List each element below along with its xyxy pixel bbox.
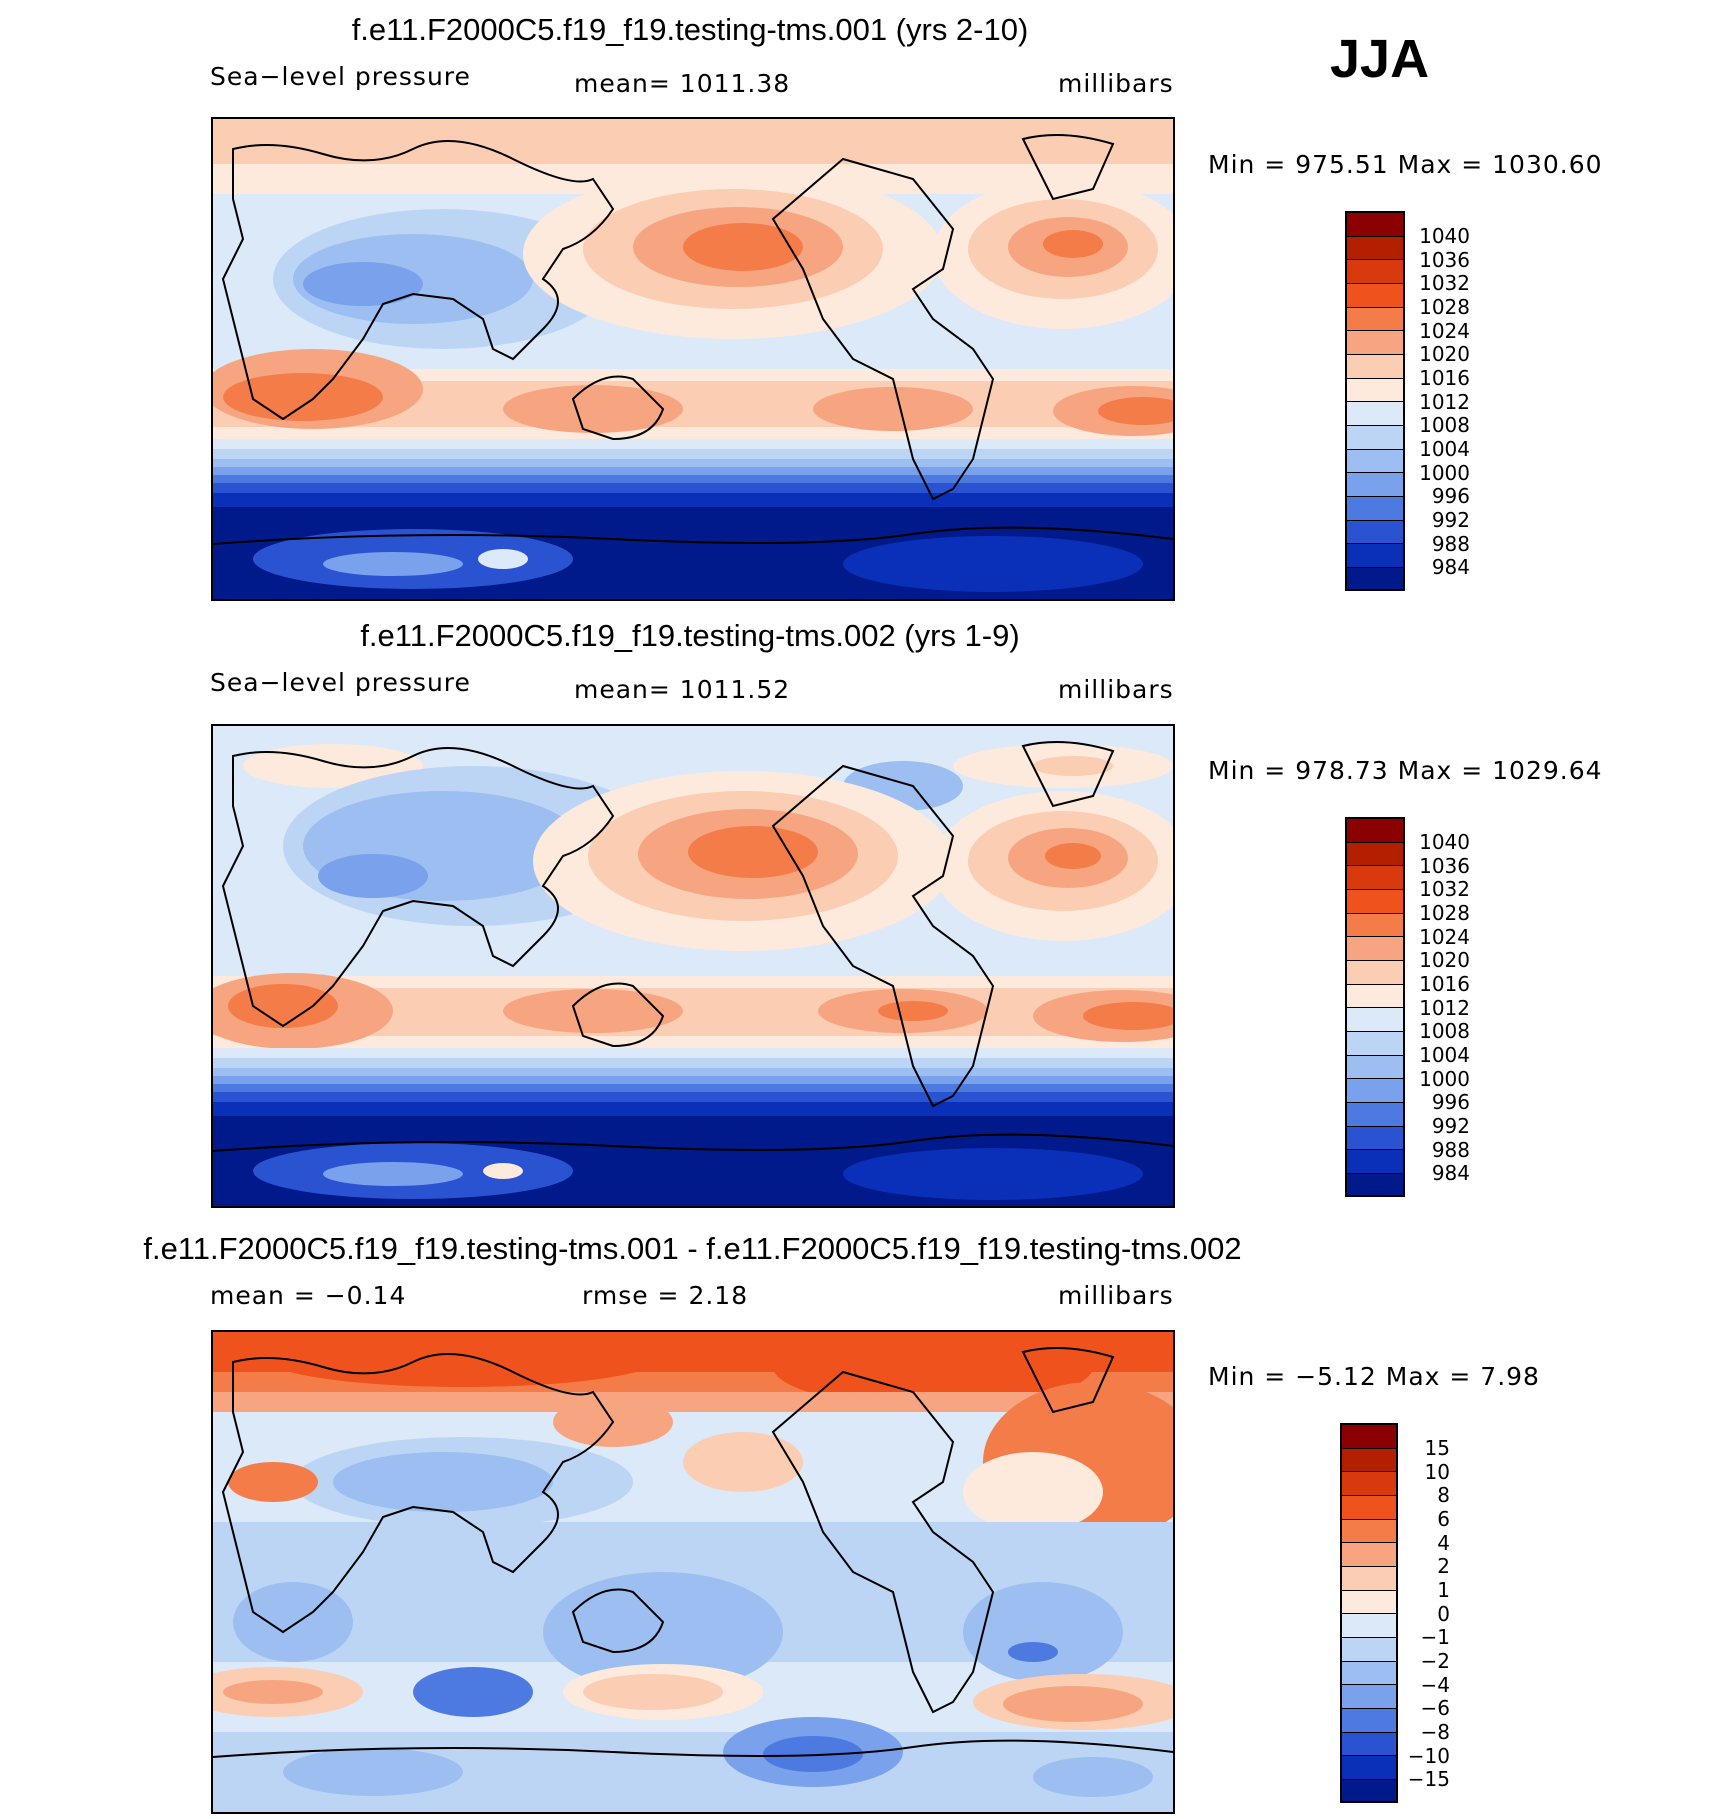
slp-contour-field [213, 726, 1173, 1206]
cb2-tick: 1024 [1419, 925, 1470, 949]
cb2-tick: 1036 [1419, 854, 1470, 878]
cb2-tick: 1016 [1419, 972, 1470, 996]
slp-difference-field [213, 1332, 1173, 1812]
cb2-tick: 1000 [1419, 1067, 1470, 1091]
cb1-tick: 1040 [1419, 224, 1470, 248]
panel2-mean: mean= 1011.52 [574, 675, 791, 704]
cb3-tick: 1 [1437, 1578, 1450, 1602]
cb3-tick: 10 [1424, 1460, 1450, 1484]
cb2-tick: 1028 [1419, 901, 1470, 925]
cb1-tick: 1012 [1419, 390, 1470, 414]
panel1-mean: mean= 1011.38 [574, 69, 791, 98]
cb3-tick: 4 [1437, 1531, 1450, 1555]
panel3-mean: mean = −0.14 [210, 1281, 407, 1310]
cb1-tick: 1032 [1419, 271, 1470, 295]
cb3-tick: −6 [1420, 1696, 1450, 1720]
panel2-units: millibars [1058, 675, 1174, 704]
cb2-tick: 1020 [1419, 948, 1470, 972]
cb2-tick: 1004 [1419, 1043, 1470, 1067]
cb3-tick: −1 [1420, 1625, 1450, 1649]
panel1-variable: Sea−level pressure [210, 62, 471, 91]
cb1-tick: 988 [1431, 532, 1470, 556]
cb3-tick: −8 [1420, 1720, 1450, 1744]
cb3-tick: 2 [1437, 1554, 1450, 1578]
cb2-tick: 992 [1431, 1114, 1470, 1138]
panel2-title: f.e11.F2000C5.f19_f19.testing-tms.002 (y… [360, 618, 1020, 653]
panel3-minmax: Min = −5.12 Max = 7.98 [1208, 1362, 1540, 1391]
panel1-colorbar [1345, 211, 1405, 591]
panel2-minmax: Min = 978.73 Max = 1029.64 [1208, 756, 1603, 785]
cb1-tick: 1024 [1419, 319, 1470, 343]
panel3-rmse: rmse = 2.18 [582, 1281, 749, 1310]
cb1-tick: 1036 [1419, 248, 1470, 272]
panel2-map [211, 724, 1175, 1208]
panel3-colorbar [1340, 1423, 1398, 1803]
cb1-tick: 1008 [1419, 413, 1470, 437]
cb3-tick: −10 [1407, 1744, 1450, 1768]
panel2-variable: Sea−level pressure [210, 668, 471, 697]
cb1-tick: 992 [1431, 508, 1470, 532]
cb3-tick: −15 [1407, 1767, 1450, 1791]
cb3-tick: −2 [1420, 1649, 1450, 1673]
cb3-tick: 15 [1424, 1436, 1450, 1460]
cb2-tick: 996 [1431, 1090, 1470, 1114]
cb3-tick: 8 [1437, 1483, 1450, 1507]
slp-contour-field [213, 119, 1173, 599]
panel3-title: f.e11.F2000C5.f19_f19.testing-tms.001 - … [143, 1231, 1242, 1266]
cb1-tick: 1000 [1419, 461, 1470, 485]
cb2-tick: 988 [1431, 1138, 1470, 1162]
cb2-tick: 1032 [1419, 877, 1470, 901]
cb3-tick: −4 [1420, 1673, 1450, 1697]
panel1-map [211, 117, 1175, 601]
cb3-tick: 6 [1437, 1507, 1450, 1531]
cb1-tick: 1016 [1419, 366, 1470, 390]
cb1-tick: 1028 [1419, 295, 1470, 319]
season-label: JJA [1330, 29, 1430, 89]
cb2-tick: 1008 [1419, 1019, 1470, 1043]
cb1-tick: 1004 [1419, 437, 1470, 461]
panel1-units: millibars [1058, 69, 1174, 98]
cb1-tick: 996 [1431, 484, 1470, 508]
panel1-minmax: Min = 975.51 Max = 1030.60 [1208, 150, 1603, 179]
cb2-tick: 1040 [1419, 830, 1470, 854]
cb2-tick: 984 [1431, 1161, 1470, 1185]
cb2-tick: 1012 [1419, 996, 1470, 1020]
cb3-tick: 0 [1437, 1602, 1450, 1626]
cb1-tick: 1020 [1419, 342, 1470, 366]
cb1-tick: 984 [1431, 555, 1470, 579]
panel1-title: f.e11.F2000C5.f19_f19.testing-tms.001 (y… [351, 12, 1029, 47]
panel3-map [211, 1330, 1175, 1814]
panel3-units: millibars [1058, 1281, 1174, 1310]
panel2-colorbar [1345, 817, 1405, 1197]
